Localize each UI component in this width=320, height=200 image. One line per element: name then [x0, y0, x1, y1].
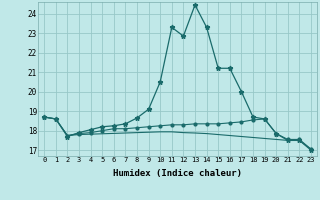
X-axis label: Humidex (Indice chaleur): Humidex (Indice chaleur): [113, 169, 242, 178]
